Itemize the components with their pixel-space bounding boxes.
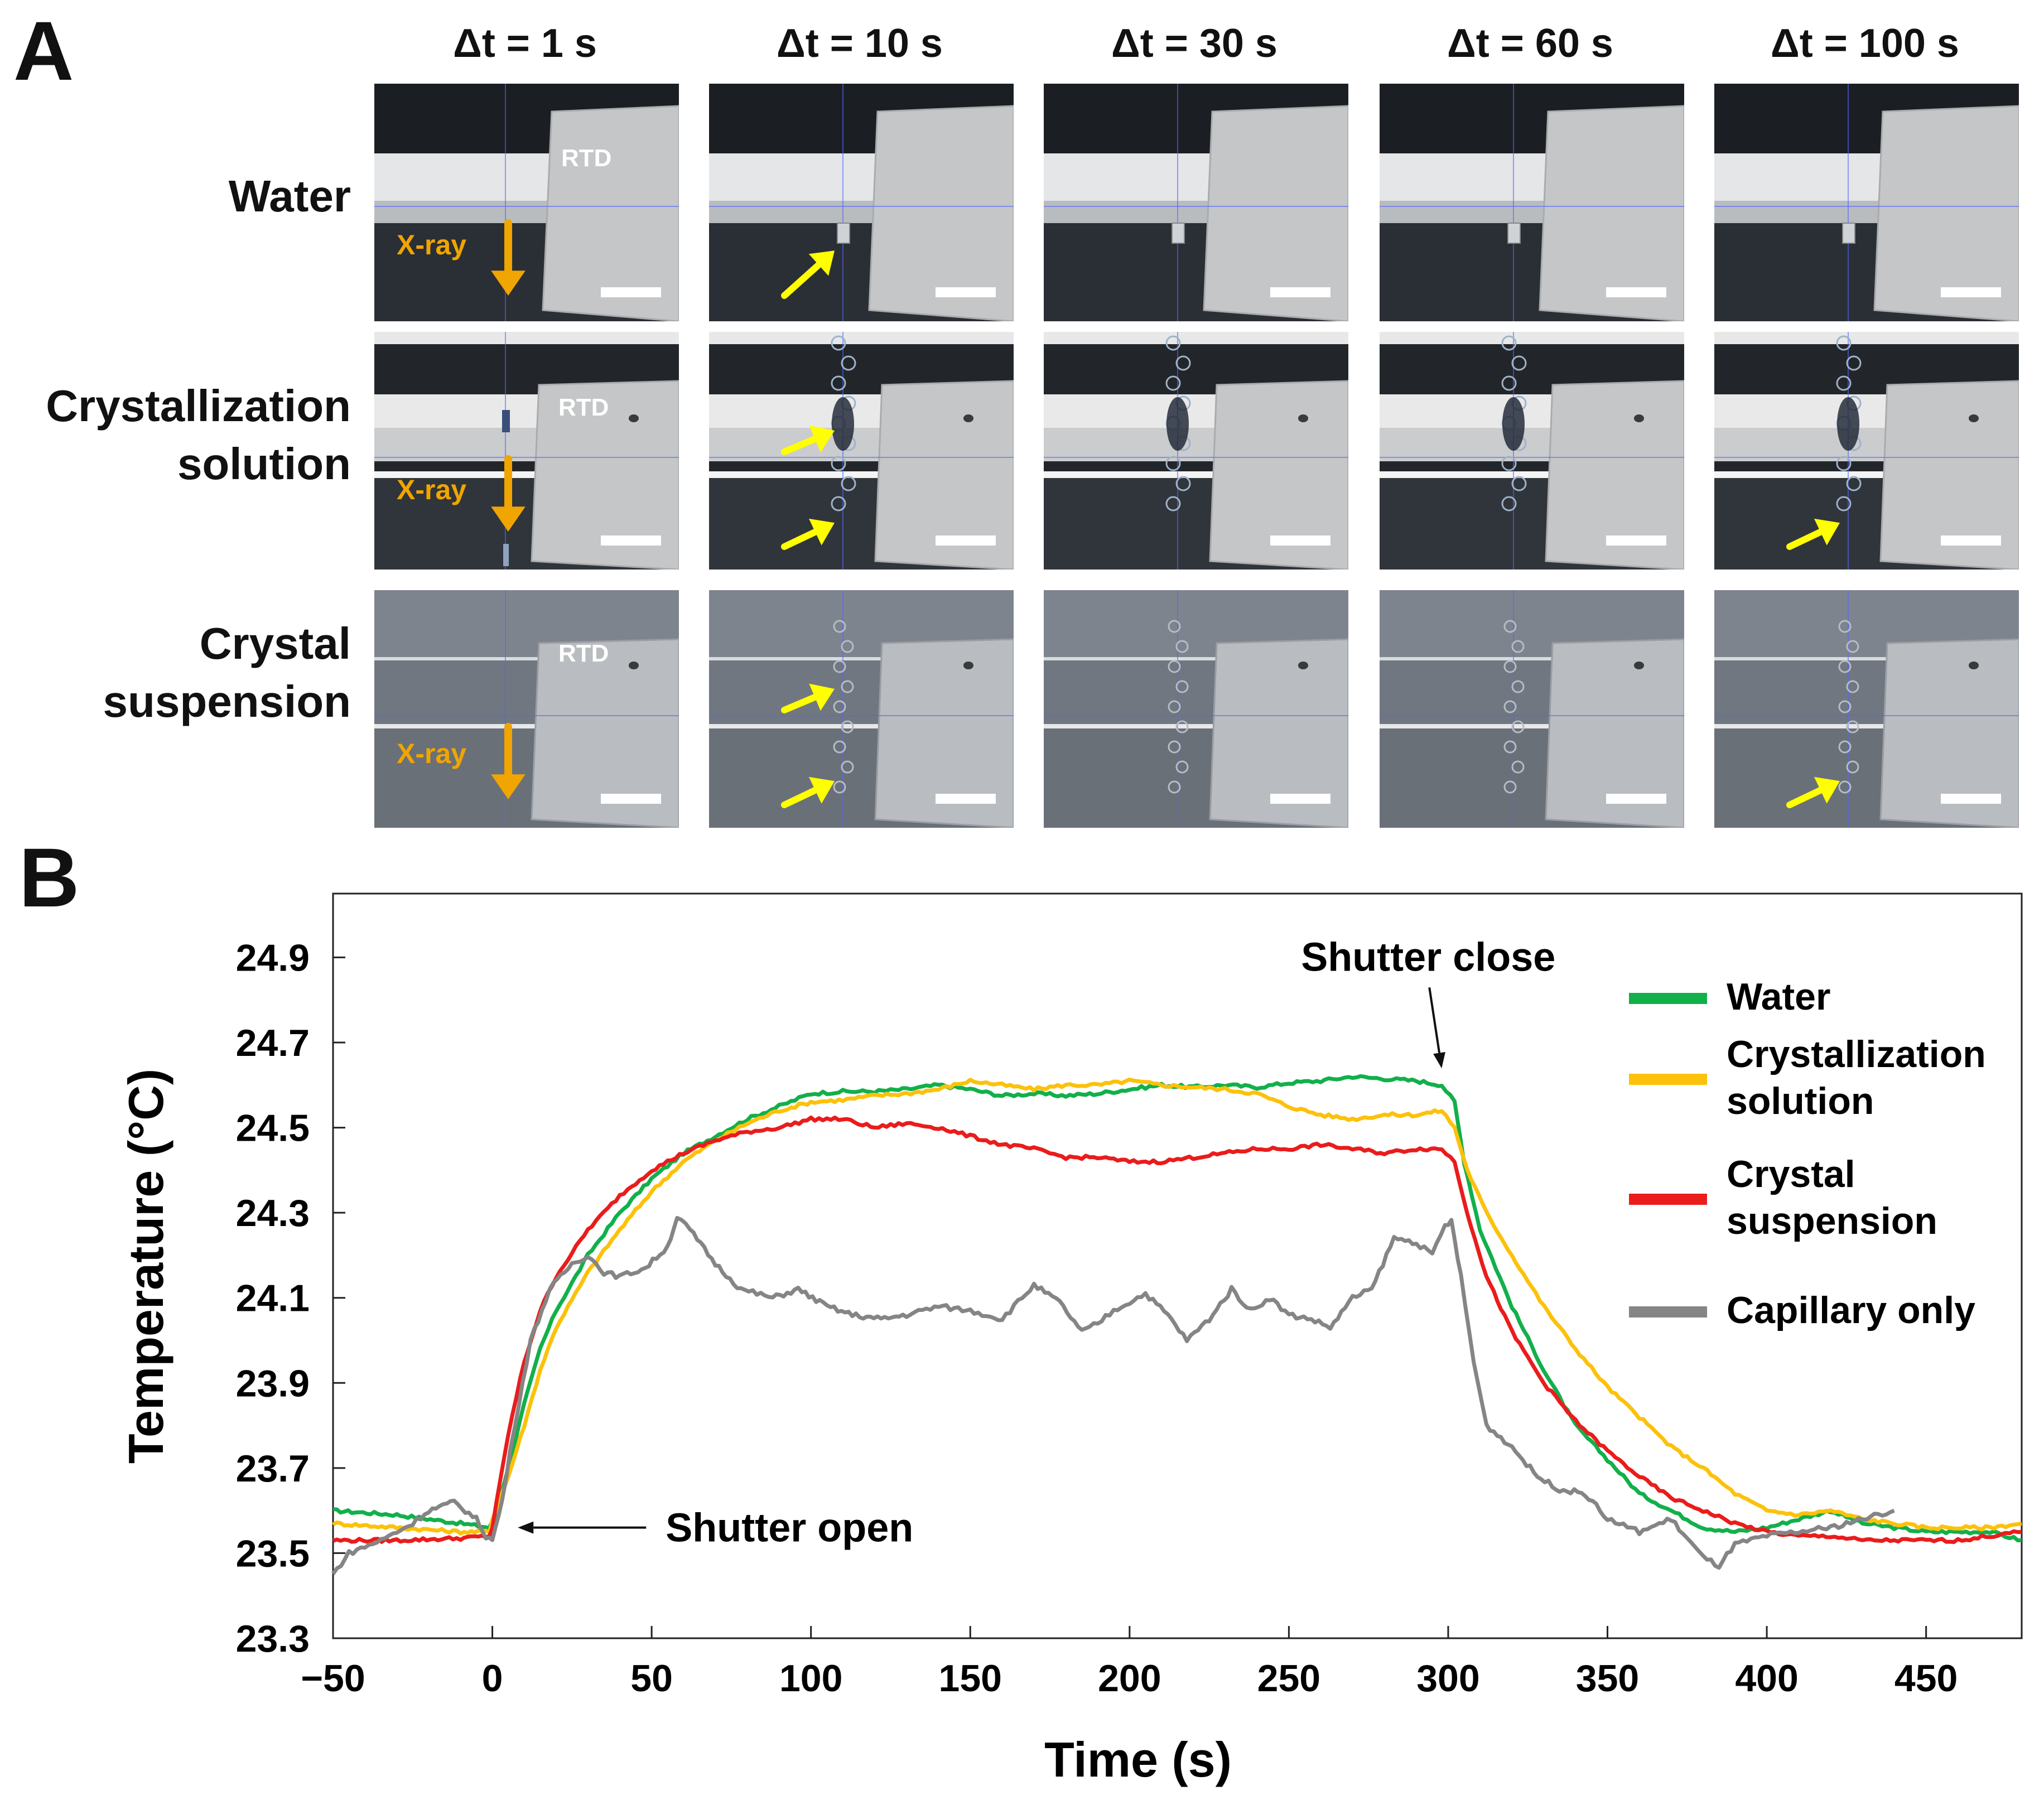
x-tick-label: 200: [1098, 1657, 1161, 1700]
legend-item-capillary-only: Capillary only: [1629, 1289, 1975, 1331]
column-header-dt-100s: Δt = 100 s: [1771, 21, 1959, 66]
x-tick-label: 250: [1257, 1657, 1320, 1700]
rtd-label: RTD: [558, 394, 609, 421]
legend-label: Crystal: [1727, 1153, 1855, 1195]
shutter-open-arrow-icon: [518, 1521, 647, 1534]
y-axis: 23.3 23.5 23.7 23.9 24.1 24.3 24.5 24.7 24.9: [236, 937, 345, 1660]
y-tick-label: 24.3: [236, 1192, 310, 1234]
column-header-dt-10s: Δt = 10 s: [777, 21, 943, 66]
xray-label: X-ray: [397, 229, 466, 260]
x-tick-label: 100: [779, 1657, 842, 1700]
x-tick-label: 150: [939, 1657, 1002, 1700]
row-label-line: Crystallization: [46, 381, 351, 431]
legend-label: Crystallization: [1727, 1033, 1986, 1075]
micrograph-water-dt-60s: [1380, 84, 1684, 321]
shutter-close-arrow-icon: [1428, 987, 1445, 1069]
x-axis-label: Time (s): [1044, 1732, 1232, 1787]
y-tick-label: 23.3: [236, 1618, 310, 1660]
legend-item-crystallization-solution: Crystallization solution: [1629, 1033, 1986, 1122]
xray-label: X-ray: [397, 474, 466, 505]
column-header-dt-1s: Δt = 1 s: [453, 21, 597, 66]
micrograph-crystallization-solution-dt-60s: [1380, 332, 1684, 570]
y-tick-label: 24.9: [236, 937, 310, 979]
micrograph-crystal-suspension-dt-30s: [1044, 590, 1348, 828]
micrograph-crystallization-solution-dt-100s: [1714, 332, 2019, 570]
x-tick-label: 0: [482, 1657, 503, 1700]
x-tick-label: 350: [1576, 1657, 1639, 1700]
legend-label: Capillary only: [1727, 1289, 1975, 1331]
x-axis: −50 0 50 100 150 200 250 300 350 400 450: [301, 1626, 1958, 1700]
row-label-water: Water: [229, 167, 351, 225]
panel-a-label: A: [13, 4, 74, 98]
series-group: [331, 1074, 2022, 1575]
plot-frame: [332, 892, 2023, 1639]
column-header-dt-60s: Δt = 60 s: [1447, 21, 1613, 66]
y-tick-label: 24.7: [236, 1022, 310, 1064]
row-label-line: solution: [177, 439, 351, 489]
micrograph-water-dt-30s: [1044, 84, 1348, 321]
x-tick-label: 400: [1735, 1657, 1798, 1700]
x-tick-label: 300: [1416, 1657, 1479, 1700]
micrograph-crystallization-solution-dt-1s: RTD X-ray: [374, 332, 679, 570]
micrograph-crystal-suspension-dt-60s: [1380, 590, 1684, 828]
micrograph-crystallization-solution-dt-10s: [709, 332, 1014, 570]
legend-item-crystal-suspension: Crystal suspension: [1629, 1153, 1937, 1242]
y-tick-label: 23.7: [236, 1447, 310, 1490]
legend-label: solution: [1727, 1080, 1874, 1122]
xray-arrow-icon: [491, 455, 526, 532]
row-label-line: Crystal: [199, 619, 351, 668]
xray-arrow-icon: [491, 219, 526, 296]
highlight-arrow-icon: [781, 250, 835, 299]
y-tick-label: 24.1: [236, 1277, 310, 1320]
micrograph-crystal-suspension-dt-1s: RTD X-ray: [374, 590, 679, 828]
series-line-crystallization-solution: [332, 1077, 2022, 1536]
column-header-dt-30s: Δt = 30 s: [1111, 21, 1278, 66]
row-label-line: Water: [228, 171, 351, 221]
y-tick-label: 23.5: [236, 1532, 310, 1575]
series-line-crystal-suspension: [332, 1115, 2022, 1544]
xray-arrow-icon: [491, 723, 526, 799]
highlight-arrow-icon: [781, 683, 835, 713]
shutter-open-label: Shutter open: [666, 1506, 913, 1551]
shutter-close-label: Shutter close: [1301, 935, 1555, 979]
x-tick-label: 450: [1894, 1657, 1958, 1700]
row-label-crystal-suspension: Crystal suspension: [103, 615, 351, 731]
y-tick-label: 23.9: [236, 1362, 310, 1405]
xray-label: X-ray: [397, 738, 466, 769]
rtd-label: RTD: [558, 640, 609, 667]
highlight-arrow-icon: [781, 518, 835, 550]
legend-label: suspension: [1727, 1200, 1937, 1242]
panel-b-label: B: [19, 831, 80, 924]
highlight-arrow-icon: [781, 425, 835, 455]
micrograph-crystallization-solution-dt-30s: [1044, 332, 1348, 570]
x-tick-label: 50: [630, 1657, 673, 1700]
micrograph-water-dt-1s: RTD X-ray: [374, 84, 679, 321]
x-tick-label: −50: [301, 1657, 365, 1700]
micrograph-water-dt-100s: [1714, 84, 2019, 321]
series-line-capillary-only: [331, 1215, 1895, 1575]
micrograph-water-dt-10s: [709, 84, 1014, 321]
rtd-label: RTD: [561, 144, 611, 172]
legend-label: Water: [1727, 976, 1830, 1018]
micrograph-crystal-suspension-dt-10s: [709, 590, 1014, 828]
annotations-group: Shutter open Shutter close: [518, 935, 1555, 1551]
highlight-arrow-icon: [781, 776, 835, 808]
highlight-arrow-icon: [1786, 518, 1840, 550]
highlight-arrow-icon: [1786, 776, 1840, 808]
legend: Water Crystallization solution Crystal suspe…: [1629, 976, 1986, 1331]
row-label-line: suspension: [103, 677, 351, 726]
legend-item-water: Water: [1629, 976, 1830, 1018]
micrograph-crystal-suspension-dt-100s: [1714, 590, 2019, 828]
row-label-crystallization-solution: Crystallization solution: [46, 377, 351, 493]
y-tick-label: 24.5: [236, 1107, 310, 1150]
y-axis-label: Temperature (°C): [118, 1069, 173, 1464]
